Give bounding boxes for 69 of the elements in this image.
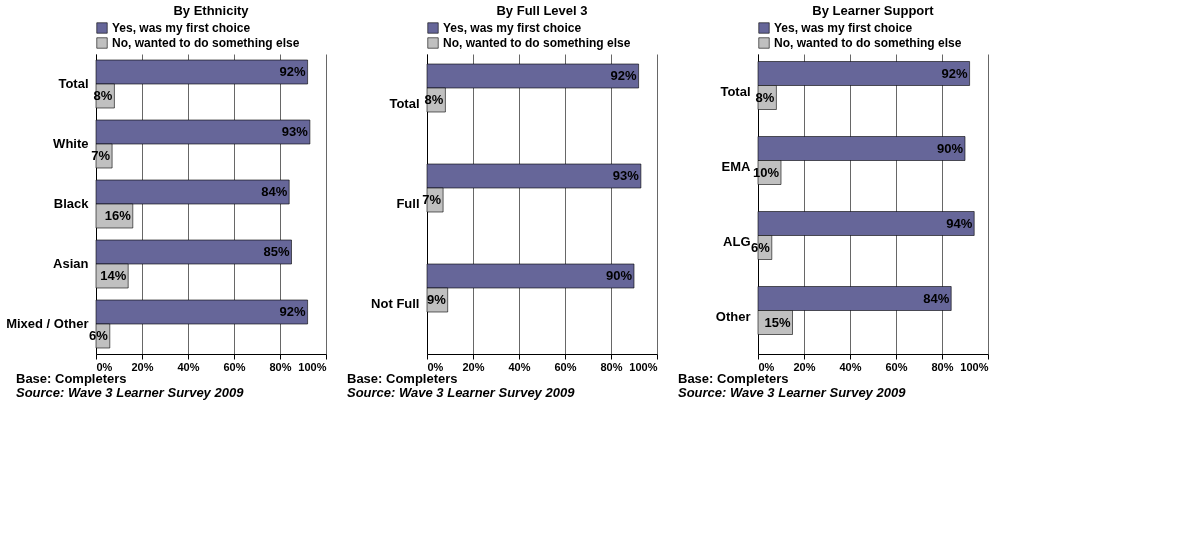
x-tick-label: 60% xyxy=(554,360,577,373)
y-tick-label: Other xyxy=(715,308,751,324)
x-tick-label: 80% xyxy=(600,360,623,373)
x-tick-label: 80% xyxy=(931,360,954,373)
y-tick-label: Total xyxy=(720,83,751,99)
x-tick-label: 0% xyxy=(758,360,775,373)
legend-label: Yes, was my first choice xyxy=(774,21,913,35)
x-tick-label: 0% xyxy=(96,360,113,373)
x-tick-label: 0% xyxy=(427,360,444,373)
y-tick-label: Mixed / Other xyxy=(6,316,89,331)
text: Base: Completers xyxy=(347,371,458,386)
x-tick-label: 40% xyxy=(177,360,200,373)
x-tick-label: 60% xyxy=(885,360,908,373)
y-tick-label: Black xyxy=(53,196,90,211)
data-label: 9% xyxy=(426,292,447,307)
x-tick-label: 20% xyxy=(462,360,485,373)
text: Base: Completers xyxy=(16,371,127,386)
chart-title: By Full Level 3 xyxy=(496,3,588,18)
x-tick-label: 20% xyxy=(793,360,816,373)
y-tick-label: Asian xyxy=(53,256,89,271)
data-label: 93% xyxy=(612,168,640,183)
x-tick-label: 100% xyxy=(960,360,989,373)
data-label: 8% xyxy=(424,92,444,107)
legend-label: Yes, was my first choice xyxy=(443,21,582,35)
data-label: 92% xyxy=(279,304,307,319)
legend-label: No, wanted to do something else xyxy=(774,36,962,50)
legend-label: No, wanted to do something else xyxy=(443,36,631,50)
data-label: 16% xyxy=(104,208,132,223)
data-label: 90% xyxy=(605,268,633,283)
data-label: 6% xyxy=(751,239,771,255)
data-label: 7% xyxy=(91,148,111,163)
data-label: 92% xyxy=(610,68,638,83)
chart-title: By Ethnicity xyxy=(173,3,250,18)
source-note: Source: Wave 3 Learner Survey 2009 xyxy=(347,385,576,400)
chart-title: By Learner Support xyxy=(812,3,935,18)
source-note: Source: Wave 3 Learner Survey 2009 xyxy=(678,385,907,400)
legend-label: Yes, was my first choice xyxy=(112,21,251,35)
data-label: 92% xyxy=(279,64,307,79)
x-tick-label: 60% xyxy=(223,360,246,373)
x-tick-label: 100% xyxy=(629,360,658,373)
data-label: 93% xyxy=(281,124,309,139)
x-tick-label: 80% xyxy=(269,360,292,373)
data-label: 14% xyxy=(100,268,127,283)
x-tick-label: 40% xyxy=(839,360,862,373)
x-tick-label: 20% xyxy=(131,360,154,373)
x-tick-label: 100% xyxy=(298,360,327,373)
y-tick-label: Not Full xyxy=(371,296,420,311)
data-label: 6% xyxy=(89,328,109,343)
data-label: 85% xyxy=(263,244,290,259)
data-label: 90% xyxy=(936,140,964,156)
data-label: 10% xyxy=(752,164,780,180)
data-label: 94% xyxy=(946,215,973,231)
y-tick-label: EMA xyxy=(721,158,752,174)
source-note: Source: Wave 3 Learner Survey 2009 xyxy=(16,385,245,400)
y-tick-label: Total xyxy=(58,76,89,91)
y-tick-label: ALG xyxy=(723,233,751,249)
y-tick-label: Total xyxy=(389,96,420,111)
data-label: 8% xyxy=(755,89,775,105)
x-tick-label: 40% xyxy=(508,360,531,373)
legend-label: No, wanted to do something else xyxy=(112,36,300,50)
y-tick-label: White xyxy=(53,136,89,151)
data-label: 15% xyxy=(764,314,791,330)
data-label: 8% xyxy=(93,88,113,103)
data-label: 84% xyxy=(261,184,288,199)
y-tick-label: Full xyxy=(396,196,420,211)
data-label: 84% xyxy=(923,290,950,306)
data-label: 92% xyxy=(941,65,969,81)
text: Base: Completers xyxy=(678,371,789,386)
data-label: 7% xyxy=(422,192,442,207)
